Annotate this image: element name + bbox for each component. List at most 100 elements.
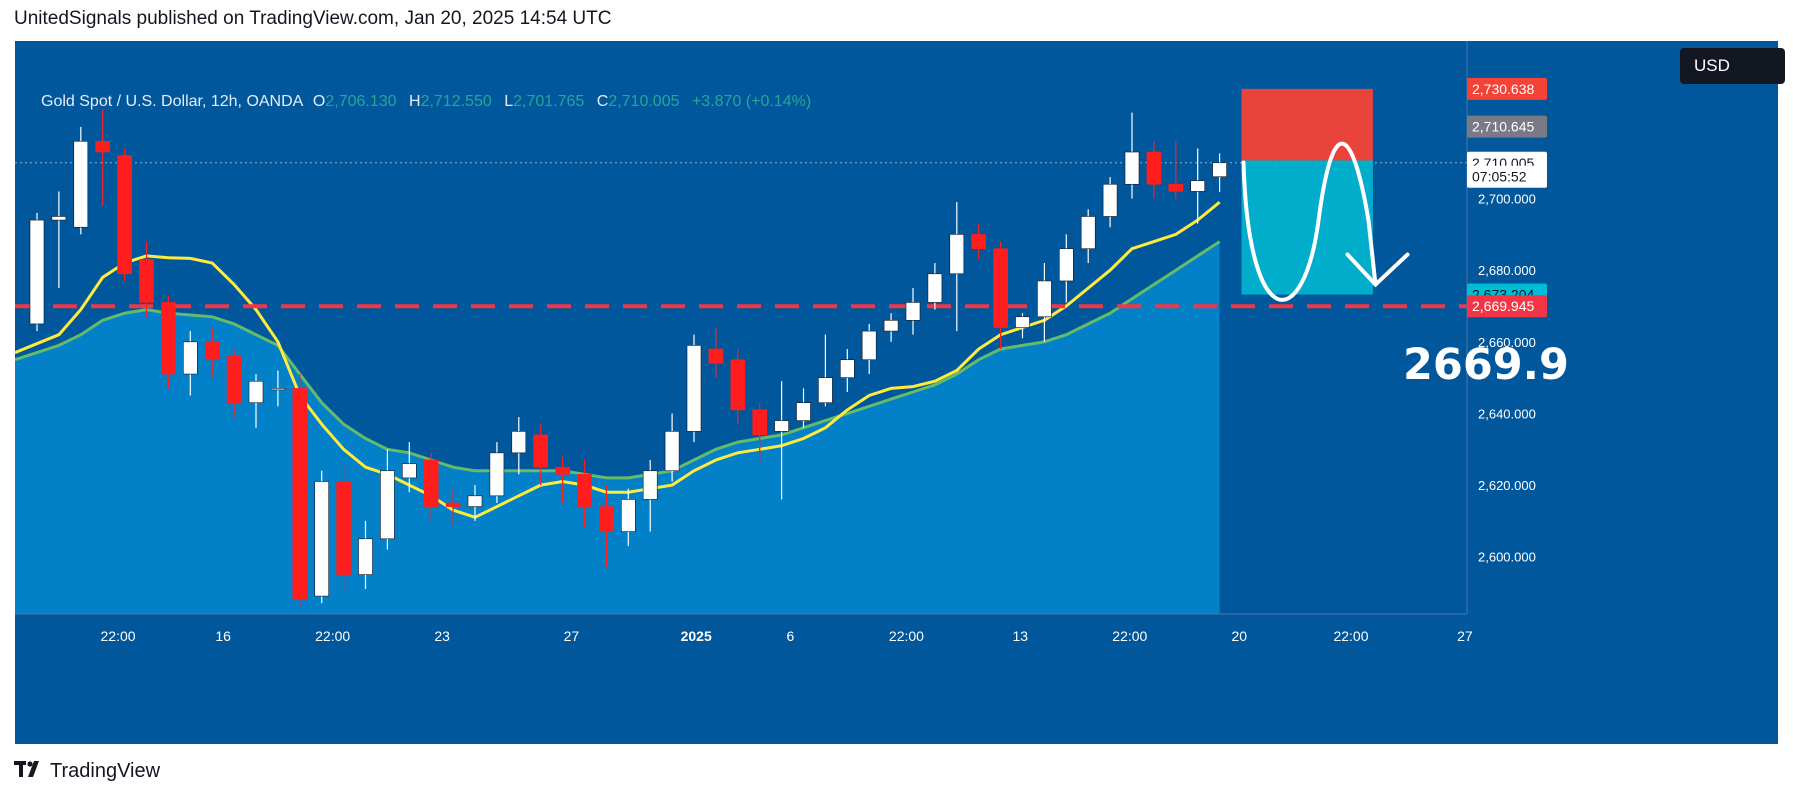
candle [927, 263, 943, 310]
price-label-text: 2,730.638 [1472, 81, 1534, 97]
candle [1212, 153, 1227, 193]
candle-body [971, 234, 987, 250]
candle [1124, 112, 1140, 199]
candle [467, 485, 483, 521]
candle-body [664, 431, 680, 472]
candle-body [29, 219, 45, 325]
candle [708, 327, 724, 378]
candle [949, 202, 965, 332]
candle-body [226, 355, 242, 404]
candle-body [139, 259, 154, 303]
legend-open: 2,706.130 [325, 93, 397, 110]
candle [642, 460, 658, 532]
candle-body [599, 506, 614, 532]
tradingview-brand: TradingView [50, 760, 161, 782]
time-tick-label: 2025 [681, 628, 712, 644]
candle-body [1146, 151, 1162, 185]
candle-body [533, 434, 549, 468]
time-tick-label: 22:00 [889, 628, 924, 644]
candle-body [117, 155, 132, 275]
candle-body [314, 481, 330, 597]
candle-body [796, 402, 811, 421]
legend-change: +3.870 (+0.14%) [691, 93, 812, 110]
short-position-tool[interactable] [1241, 88, 1410, 302]
candle-body [993, 248, 1008, 328]
candle-body [883, 320, 899, 332]
candle [204, 327, 220, 378]
legend-low: 2,701.765 [513, 93, 585, 110]
candle [292, 374, 308, 607]
candle [861, 323, 877, 375]
candle-body [336, 481, 351, 575]
candle-body [730, 359, 746, 411]
candle [73, 126, 89, 235]
candle [1102, 177, 1118, 228]
time-tick-label: 13 [1013, 628, 1029, 644]
candle [555, 456, 570, 503]
candle [620, 488, 636, 546]
candle-body [161, 302, 176, 375]
candle [774, 381, 789, 500]
candle-body [1037, 280, 1052, 318]
price-tick-label: 2,620.000 [1478, 478, 1536, 493]
price-label-text: 2,710.645 [1472, 119, 1534, 135]
candle-body [445, 502, 461, 507]
candle-body [1124, 151, 1140, 185]
candle [905, 288, 921, 335]
candle-body [1015, 316, 1030, 328]
candle [730, 348, 746, 425]
candle-body [1080, 216, 1096, 250]
candle-body [1102, 183, 1118, 217]
candle [818, 334, 833, 407]
candle-body [752, 409, 768, 436]
candle [95, 109, 110, 206]
time-tick-label: 20 [1232, 628, 1248, 644]
candle [1080, 209, 1096, 264]
candle [577, 460, 592, 529]
price-tick-label: 2,660.000 [1478, 335, 1536, 350]
candle [1015, 313, 1030, 339]
price-label-box [1467, 295, 1547, 318]
candle [511, 417, 527, 475]
candle-body [708, 348, 724, 364]
legend-close: 2,710.005 [608, 93, 680, 110]
time-axis[interactable]: 22:00 16 22:00 23 27 2025 6 22:00 13 22:00 20 22:00… [15, 613, 1473, 744]
time-tick-label: 27 [1457, 628, 1473, 644]
candle-body [270, 388, 286, 391]
candle [445, 488, 461, 525]
price-tick-label: 2,700.000 [1478, 192, 1536, 207]
tradingview-footer[interactable]: TradingView [14, 760, 160, 783]
candle-body [51, 216, 67, 221]
candle [1059, 234, 1074, 303]
candle-body [248, 380, 264, 404]
price-chart[interactable]: 2,600.000 2,620.000 2,640.000 2,660.000 2,68… [15, 41, 1778, 744]
candle [599, 485, 614, 568]
projection-arrow-head-icon [1345, 252, 1410, 288]
candle [29, 212, 45, 332]
candle-body [620, 499, 636, 532]
candle [1190, 148, 1205, 224]
candle [883, 313, 899, 342]
candle-body [489, 452, 505, 497]
candle [489, 442, 505, 503]
legend-c-label: C [596, 93, 609, 110]
legend-h-label: H [409, 93, 421, 110]
candle-body [511, 431, 527, 454]
candle-body [642, 470, 658, 500]
candle [839, 348, 855, 392]
candle-body [380, 470, 395, 540]
time-tick-label: 23 [434, 628, 450, 644]
price-axis[interactable]: 2,600.000 2,620.000 2,640.000 2,660.000 2,68… [1466, 41, 1778, 744]
candle-body [73, 140, 89, 228]
projection-arrow-path [1241, 141, 1378, 302]
candle-body [401, 463, 417, 479]
currency-button[interactable]: USD [1680, 48, 1785, 84]
candle [139, 241, 154, 317]
candle [423, 452, 439, 521]
candle [183, 331, 198, 396]
candle-body [839, 359, 855, 378]
chart-area[interactable]: 2,600.000 2,620.000 2,640.000 2,660.000 2,68… [15, 41, 1778, 744]
candle [117, 148, 132, 281]
price-label: 2,710.645 [1467, 115, 1547, 138]
time-tick-label: 22:00 [315, 628, 350, 644]
